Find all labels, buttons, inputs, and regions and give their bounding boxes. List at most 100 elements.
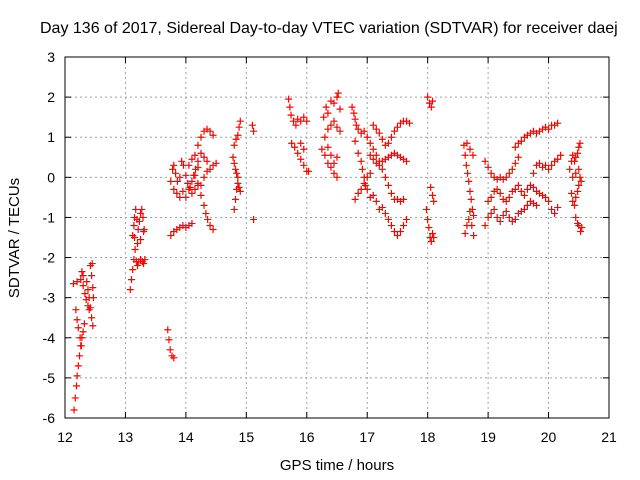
data-point (369, 155, 377, 163)
data-point (172, 169, 180, 177)
data-point (126, 286, 134, 294)
data-point (83, 278, 91, 286)
data-point (330, 169, 338, 177)
data-point (529, 183, 537, 191)
data-point (366, 169, 374, 177)
data-point (387, 133, 395, 141)
data-point (502, 197, 510, 205)
data-point (333, 153, 341, 161)
data-point (542, 193, 550, 201)
data-point (390, 127, 398, 135)
data-point (188, 219, 196, 227)
plot-frame (64, 56, 610, 419)
data-point (182, 171, 190, 179)
data-point (324, 143, 332, 151)
data-point (496, 189, 504, 197)
data-point (84, 286, 92, 294)
data-point (554, 155, 562, 163)
data-point (86, 304, 94, 312)
data-point (576, 173, 584, 181)
data-point (170, 161, 178, 169)
data-point (520, 205, 528, 213)
data-point (462, 161, 470, 169)
data-point (378, 135, 386, 143)
data-point (297, 139, 305, 147)
data-point (548, 205, 556, 213)
data-point (572, 213, 580, 221)
data-point (333, 173, 341, 181)
data-point (545, 125, 553, 133)
data-point (384, 139, 392, 147)
data-point (231, 165, 239, 173)
data-point (575, 165, 583, 173)
data-point (481, 157, 489, 165)
data-point (129, 266, 137, 274)
y-tick-label: -4 (43, 330, 56, 346)
data-point (138, 205, 146, 213)
data-point (493, 213, 501, 221)
y-tick-labels: 3 2 1 0 -1 -2 -3 -4 -5 -6 (43, 49, 56, 426)
data-point (511, 185, 519, 193)
x-tick-label: 13 (118, 429, 134, 445)
data-point (469, 151, 477, 159)
data-point (523, 185, 531, 193)
data-point (165, 336, 173, 344)
data-point (576, 139, 584, 147)
data-point (230, 141, 238, 149)
data-point (250, 127, 258, 135)
data-point (291, 143, 299, 151)
data-point (535, 159, 543, 167)
data-point (197, 191, 205, 199)
x-tick-label: 15 (239, 429, 255, 445)
y-tick-label: -2 (43, 250, 56, 266)
data-point (430, 197, 438, 205)
data-point (80, 320, 88, 328)
data-point (399, 221, 407, 229)
data-point (357, 157, 365, 165)
data-point (369, 191, 377, 199)
data-point (557, 151, 565, 159)
data-point (134, 225, 142, 233)
data-point (351, 195, 359, 203)
x-axis-label: GPS time / hours (280, 457, 394, 474)
data-point (292, 121, 300, 129)
data-point (134, 262, 142, 270)
data-point (378, 165, 386, 173)
data-point (372, 151, 380, 159)
data-point (139, 213, 147, 221)
data-point (164, 326, 172, 334)
data-point (487, 209, 495, 217)
data-point (324, 159, 332, 167)
data-point (381, 209, 389, 217)
data-point (130, 221, 138, 229)
data-point (333, 93, 341, 101)
data-point (511, 159, 519, 167)
data-point (232, 135, 240, 143)
data-point (131, 246, 139, 254)
data-point (505, 169, 513, 177)
data-point (229, 153, 237, 161)
data-point (463, 139, 471, 147)
data-point (551, 209, 559, 217)
data-point (167, 177, 175, 185)
data-point (470, 231, 478, 239)
data-point (363, 173, 371, 181)
data-point (250, 215, 258, 223)
data-point (484, 213, 492, 221)
data-point (508, 165, 516, 173)
data-point (76, 334, 84, 342)
data-point (132, 205, 140, 213)
data-point (74, 324, 82, 332)
data-point (191, 151, 199, 159)
y-tick-label: -5 (43, 370, 56, 386)
data-point (173, 177, 181, 185)
y-tick-label: 1 (47, 129, 55, 145)
y-tick-label: 2 (47, 89, 55, 105)
data-point (79, 272, 87, 280)
data-point (360, 127, 368, 135)
data-point (320, 113, 328, 121)
data-point (234, 131, 242, 139)
data-point (466, 145, 474, 153)
data-point (571, 157, 579, 165)
data-point (70, 406, 78, 414)
